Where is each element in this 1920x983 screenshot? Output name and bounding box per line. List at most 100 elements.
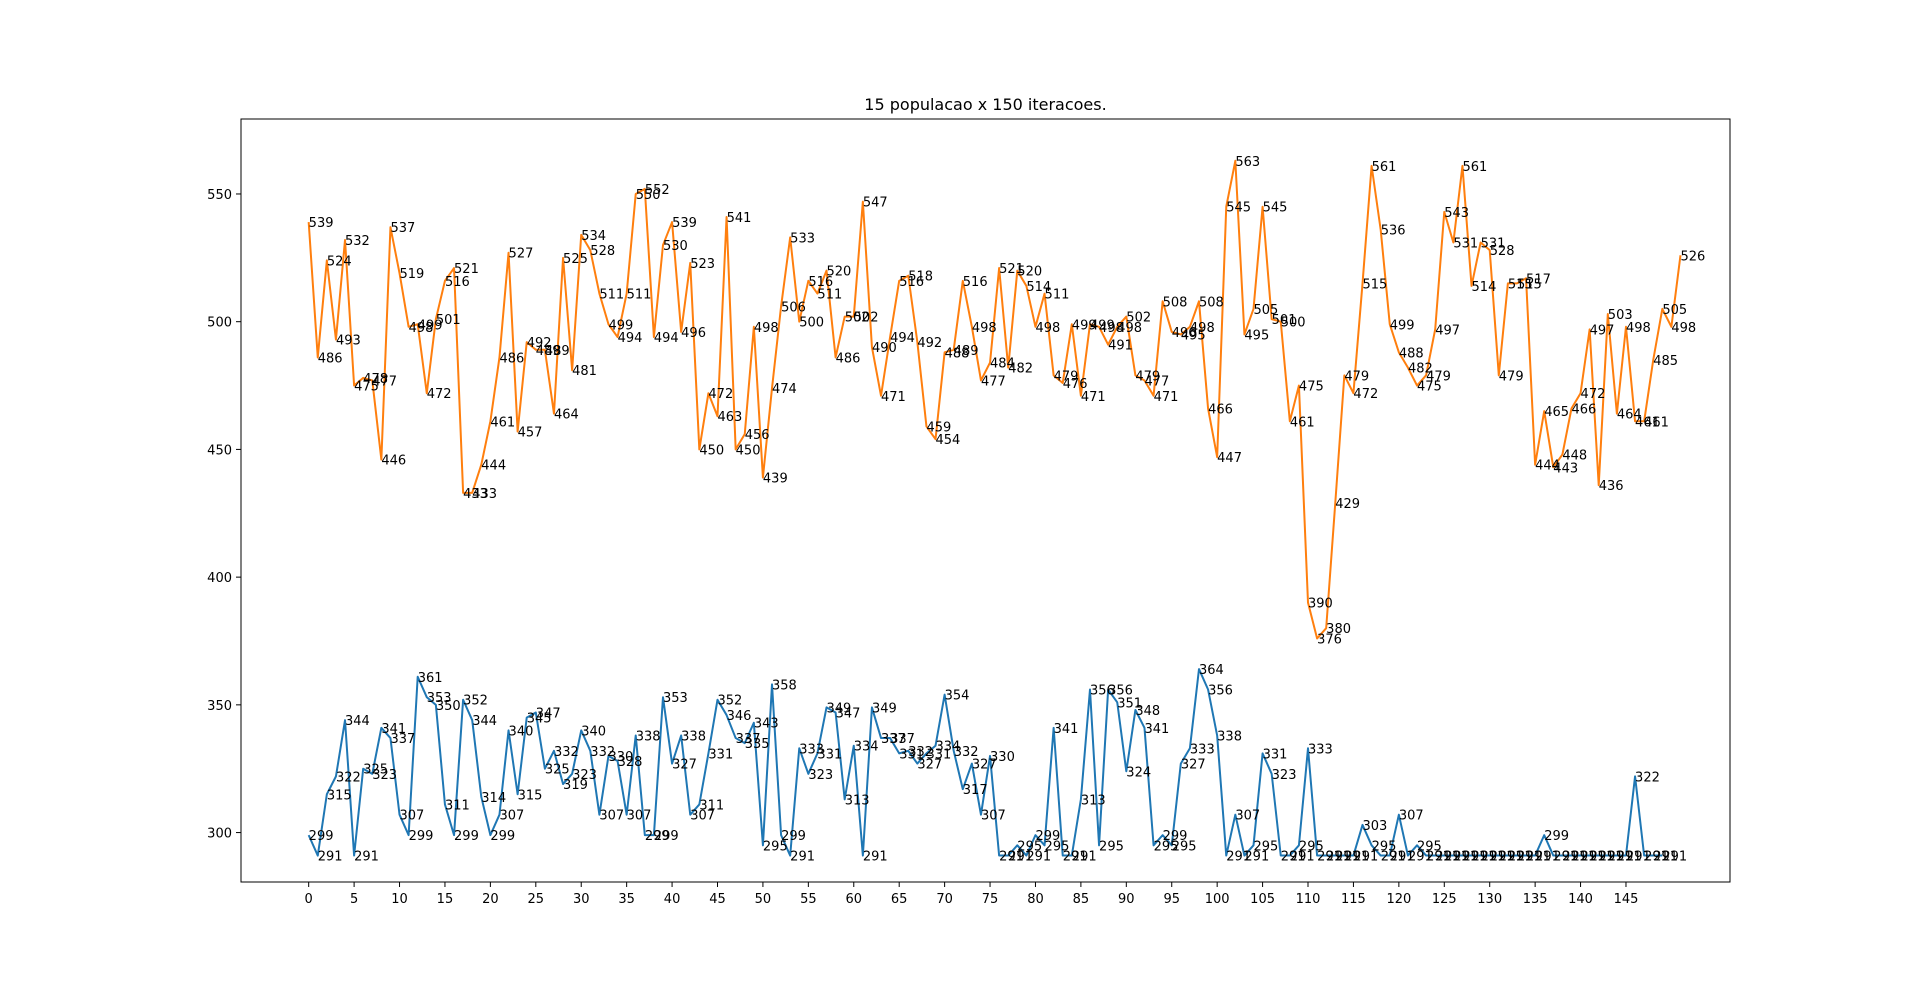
data-label: 505 (1254, 303, 1279, 318)
data-label: 291 (1581, 850, 1606, 865)
x-tick-label: 55 (800, 892, 817, 907)
data-label: 331 (708, 747, 733, 762)
data-label: 327 (672, 758, 697, 773)
data-label: 524 (327, 254, 352, 269)
data-label: 471 (1154, 390, 1179, 405)
data-label: 335 (745, 737, 770, 752)
data-label: 295 (1299, 839, 1324, 854)
data-label: 465 (1544, 405, 1569, 420)
data-label: 330 (608, 750, 633, 765)
data-label: 494 (654, 331, 679, 346)
data-label: 466 (1571, 403, 1596, 418)
data-label: 498 (1099, 321, 1124, 336)
data-label: 353 (663, 691, 688, 706)
data-label: 322 (1635, 770, 1660, 785)
data-label: 479 (1426, 369, 1451, 384)
data-label: 471 (881, 390, 906, 405)
data-label: 531 (1453, 237, 1478, 252)
x-tick-label: 105 (1250, 892, 1275, 907)
data-label: 494 (618, 331, 643, 346)
data-label: 291 (1390, 850, 1415, 865)
data-label: 291 (1326, 850, 1351, 865)
data-label: 503 (1608, 308, 1633, 323)
data-label: 317 (963, 783, 988, 798)
data-label: 496 (1172, 326, 1197, 341)
data-label: 463 (718, 410, 743, 425)
data-label: 498 (1117, 321, 1142, 336)
x-tick-label: 40 (664, 892, 681, 907)
data-label: 508 (1199, 295, 1224, 310)
data-label: 307 (599, 809, 624, 824)
data-label: 502 (854, 311, 879, 326)
data-label: 492 (917, 336, 942, 351)
y-tick-label: 350 (207, 699, 232, 714)
data-label: 307 (627, 809, 652, 824)
data-label: 492 (527, 336, 552, 351)
data-label: 344 (345, 714, 370, 729)
data-label: 291 (1553, 850, 1578, 865)
data-label: 496 (681, 326, 706, 341)
data-label: 356 (1108, 684, 1133, 699)
data-label: 486 (499, 351, 524, 366)
data-label: 489 (545, 344, 570, 359)
data-label: 330 (990, 750, 1015, 765)
data-label: 517 (1526, 272, 1551, 287)
data-label: 380 (1326, 622, 1351, 637)
data-label: 347 (836, 707, 861, 722)
data-label: 299 (1544, 829, 1569, 844)
data-label: 533 (790, 231, 815, 246)
data-label: 299 (1163, 829, 1188, 844)
data-label: 291 (1608, 850, 1633, 865)
data-label: 516 (445, 275, 470, 290)
data-label: 331 (1263, 747, 1288, 762)
data-label: 461 (1635, 415, 1660, 430)
data-label: 518 (908, 270, 933, 285)
data-label: 532 (345, 234, 370, 249)
data-label: 351 (1117, 696, 1142, 711)
data-label: 354 (945, 689, 970, 704)
data-label: 497 (1590, 323, 1615, 338)
data-label: 479 (1344, 369, 1369, 384)
data-label: 291 (1344, 850, 1369, 865)
data-label: 511 (627, 288, 652, 303)
data-label: 295 (1017, 839, 1042, 854)
x-tick-label: 65 (891, 892, 908, 907)
data-label: 489 (536, 344, 561, 359)
data-label: 484 (990, 357, 1015, 372)
data-label: 499 (1390, 318, 1415, 333)
y-tick-label: 550 (207, 188, 232, 203)
data-label: 495 (1181, 328, 1206, 343)
data-label: 338 (681, 730, 706, 745)
data-label: 447 (1217, 451, 1242, 466)
data-label: 350 (436, 699, 461, 714)
data-label: 479 (1499, 369, 1524, 384)
data-label: 433 (463, 487, 488, 502)
data-label: 454 (936, 433, 961, 448)
x-tick-label: 25 (528, 892, 545, 907)
data-label: 333 (1190, 742, 1215, 757)
data-label: 338 (636, 730, 661, 745)
data-label: 516 (808, 275, 833, 290)
data-label: 343 (754, 717, 779, 732)
data-label: 461 (1644, 415, 1669, 430)
data-label: 325 (545, 763, 570, 778)
data-label: 491 (1108, 339, 1133, 354)
x-tick-label: 90 (1118, 892, 1135, 907)
data-label: 506 (781, 300, 806, 315)
data-label: 331 (899, 747, 924, 762)
data-label: 295 (1045, 839, 1070, 854)
data-label: 561 (1372, 160, 1397, 175)
data-label: 299 (654, 829, 679, 844)
data-label: 299 (645, 829, 670, 844)
data-label: 500 (1281, 316, 1306, 331)
data-label: 459 (926, 420, 951, 435)
data-label: 521 (999, 262, 1024, 277)
data-label: 291 (1063, 850, 1088, 865)
data-label: 479 (1135, 369, 1160, 384)
data-label: 472 (427, 387, 452, 402)
plot-frame (240, 118, 1731, 883)
data-label: 450 (699, 443, 724, 458)
data-label: 291 (1462, 850, 1487, 865)
data-label: 295 (1417, 839, 1442, 854)
data-label: 499 (1072, 318, 1097, 333)
